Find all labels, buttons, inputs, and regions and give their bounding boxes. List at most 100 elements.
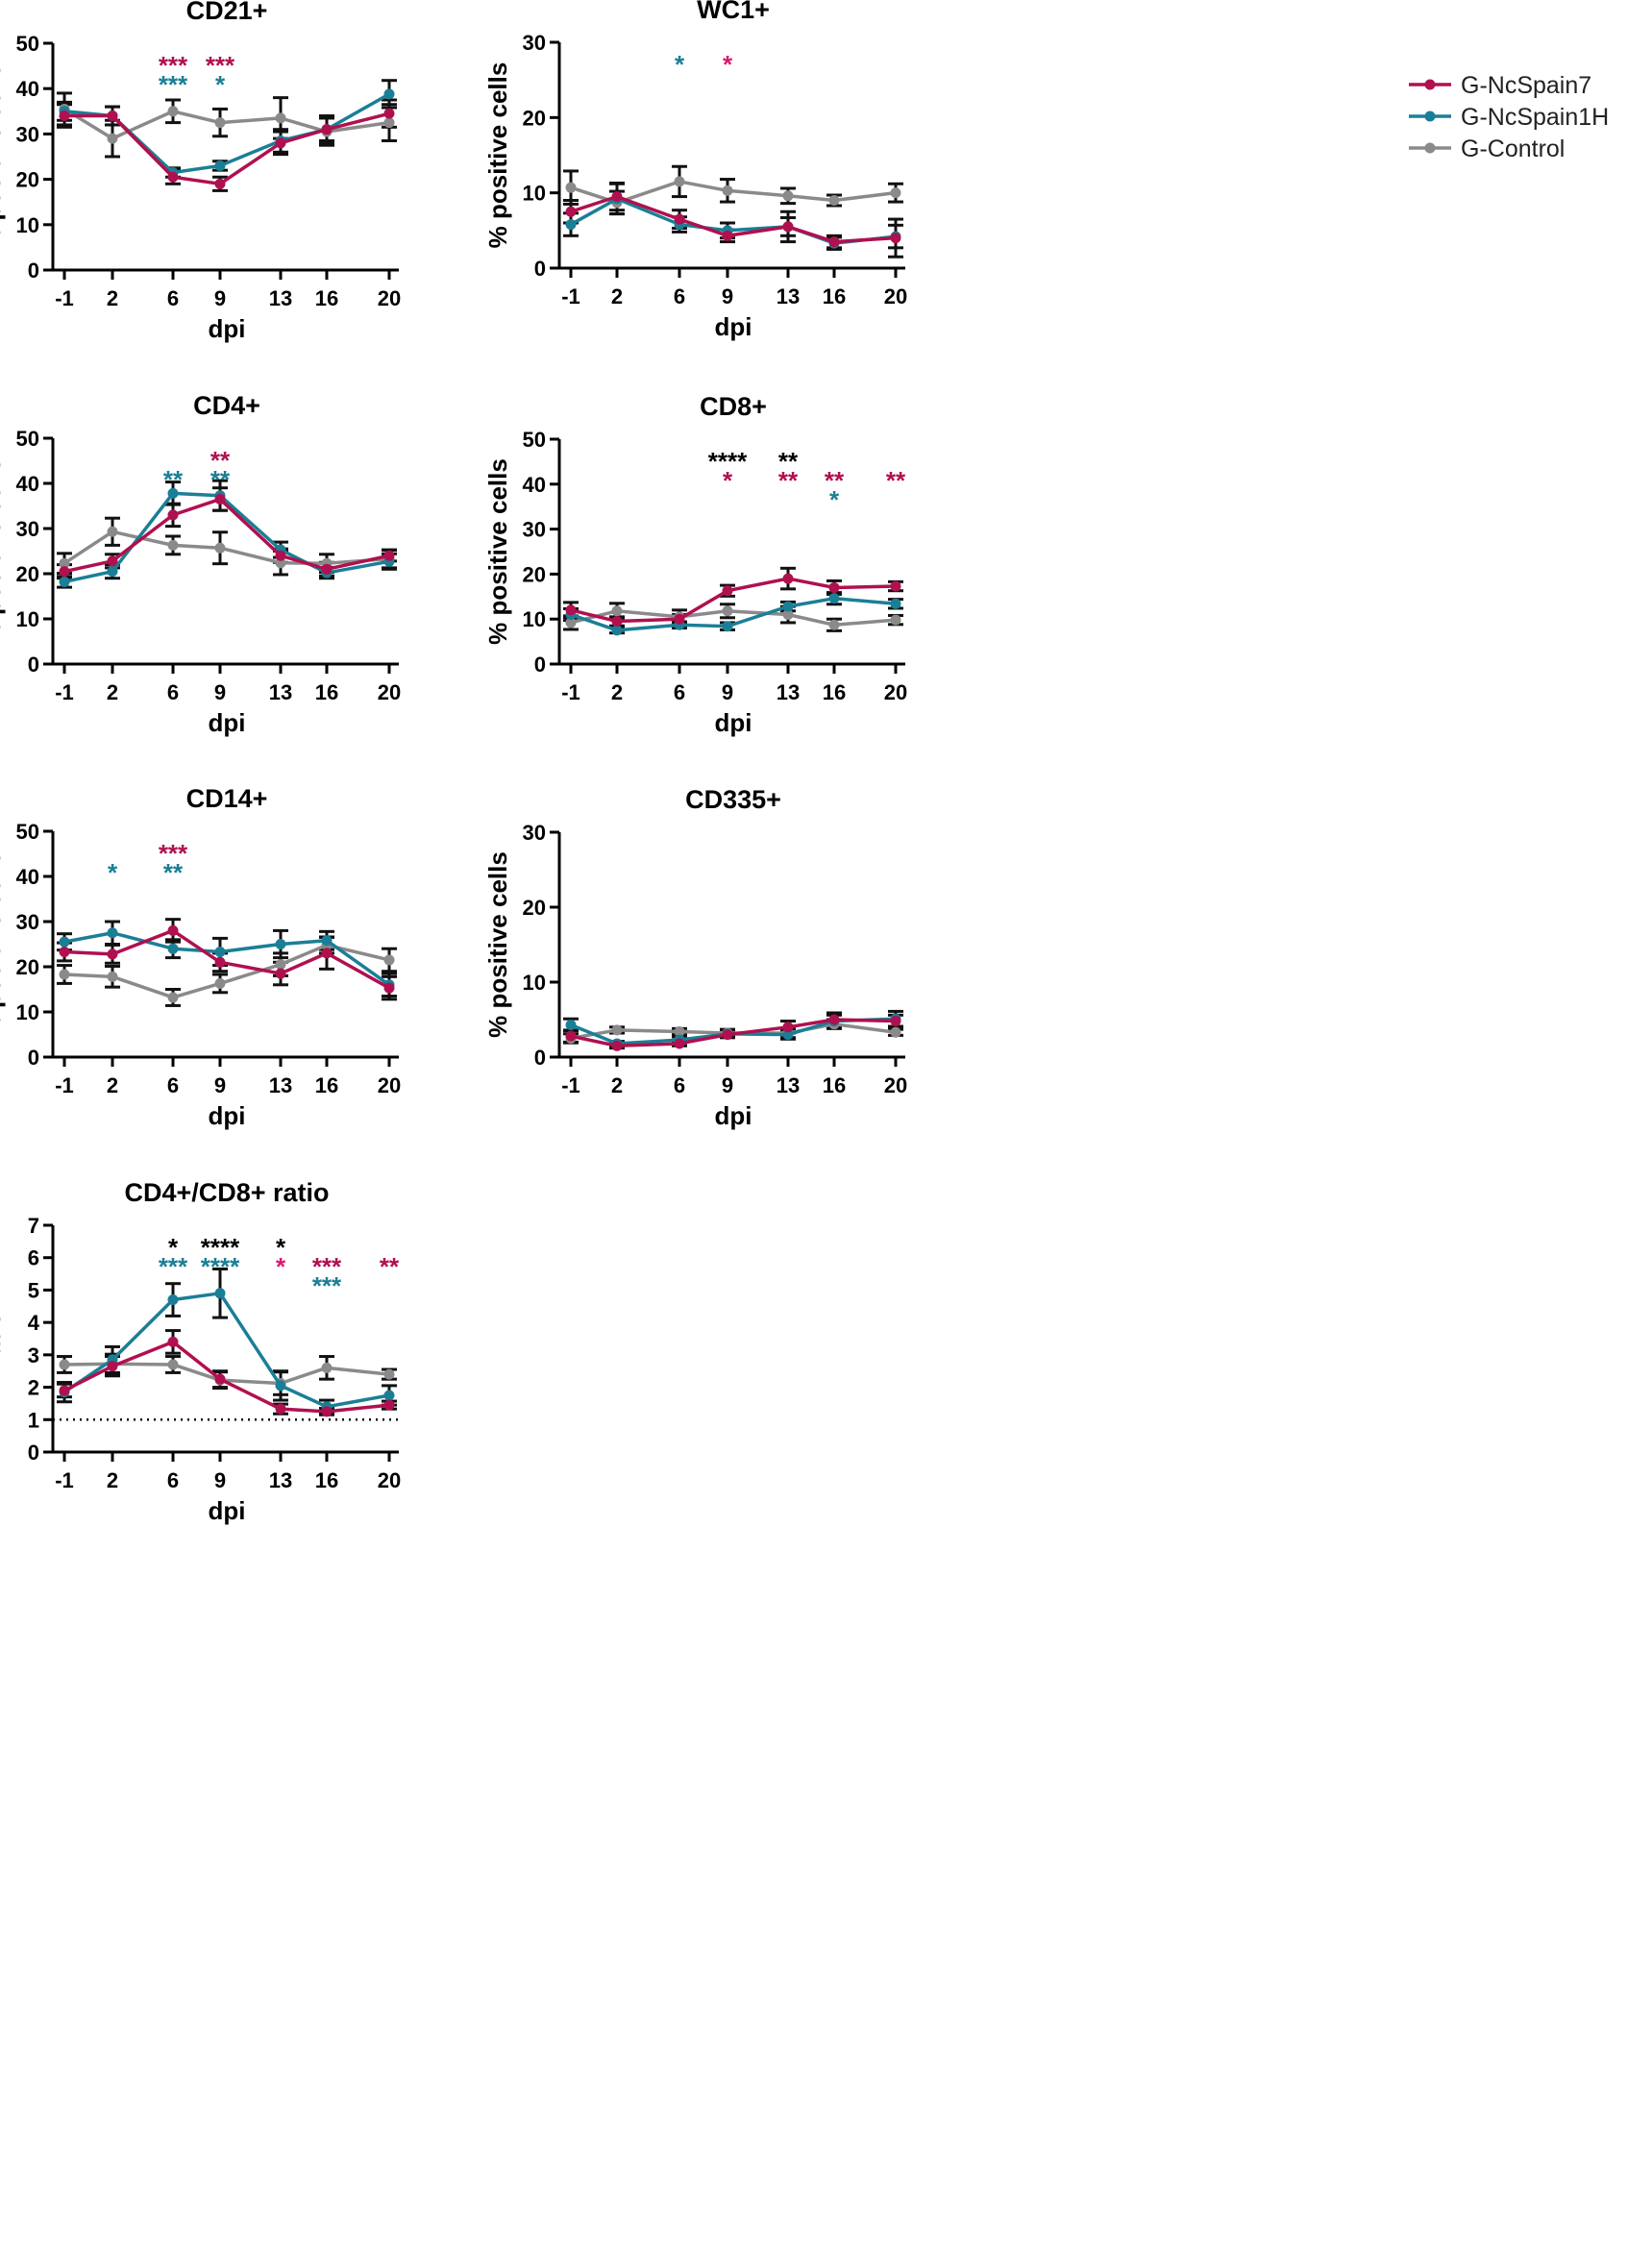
significance-marker: * xyxy=(829,485,840,514)
y-tick-label: 30 xyxy=(16,910,39,934)
data-point xyxy=(275,1380,286,1392)
chart-title: WC1+ xyxy=(697,0,770,24)
chart-cd4-cd8-ratio: CD4+/CD8+ ratio 0 1 2 3 4 5 6 7 ratio -1 2 6 9 13 16 20 d… xyxy=(0,1178,401,1525)
data-point xyxy=(383,982,395,994)
data-point xyxy=(321,563,333,575)
data-point xyxy=(107,133,118,144)
data-point xyxy=(383,88,395,100)
data-point xyxy=(782,601,794,612)
x-tick-label: 9 xyxy=(214,1468,226,1492)
x-tick-label: 6 xyxy=(167,680,179,704)
data-point xyxy=(890,1026,901,1038)
data-point xyxy=(890,598,901,609)
data-point xyxy=(214,946,226,957)
data-point xyxy=(828,236,840,248)
y-axis-label: % positive cells xyxy=(483,62,512,249)
x-tick-label: 6 xyxy=(167,1073,179,1097)
data-point xyxy=(782,609,794,621)
data-point xyxy=(611,605,623,617)
data-point xyxy=(383,1368,395,1380)
y-tick-label: 20 xyxy=(16,955,39,979)
data-point xyxy=(107,566,118,578)
data-point xyxy=(275,137,286,149)
data-point xyxy=(782,573,794,584)
y-axis-label: % positive cells xyxy=(0,63,6,250)
data-point xyxy=(890,187,901,199)
chart-title: CD4+ xyxy=(193,391,260,420)
series-g-ncspain1h xyxy=(59,1288,395,1413)
data-point xyxy=(275,112,286,124)
y-axis-label: % positive cells xyxy=(483,458,512,645)
y-tick-label: 10 xyxy=(16,607,39,631)
data-point xyxy=(214,493,226,505)
x-tick-label: -1 xyxy=(55,1468,74,1492)
data-point xyxy=(59,111,70,122)
data-point xyxy=(611,625,623,636)
x-axis-label: dpi xyxy=(209,708,246,737)
chart-title: CD8+ xyxy=(700,392,767,421)
data-point xyxy=(828,593,840,604)
significance-marker: **** xyxy=(708,447,748,476)
x-tick-label: 6 xyxy=(674,284,685,308)
significance-marker: *** xyxy=(159,70,188,99)
x-tick-label: 20 xyxy=(884,1073,907,1097)
x-tick-label: -1 xyxy=(561,1073,580,1097)
data-point xyxy=(674,213,685,225)
x-axis-label: dpi xyxy=(715,708,752,737)
series-g-ncspain7 xyxy=(565,1014,901,1051)
data-point xyxy=(782,1029,794,1041)
significance-marker: *** xyxy=(206,51,235,80)
y-tick-label: 30 xyxy=(523,518,546,542)
data-point xyxy=(107,555,118,567)
y-tick-label: 6 xyxy=(28,1246,39,1270)
data-point xyxy=(214,956,226,968)
x-tick-label: 20 xyxy=(884,284,907,308)
y-tick-label: 0 xyxy=(28,259,39,283)
significance-marker: ** xyxy=(778,447,799,476)
x-tick-label: 13 xyxy=(269,286,292,310)
y-tick-label: 30 xyxy=(16,517,39,541)
data-point xyxy=(383,108,395,119)
x-tick-label: 2 xyxy=(611,284,623,308)
significance-marker: *** xyxy=(312,1271,342,1300)
x-axis-label: dpi xyxy=(209,1101,246,1130)
significance-marker: ** xyxy=(210,446,231,475)
series-g-ncspain7 xyxy=(565,573,901,628)
y-tick-label: 20 xyxy=(16,562,39,586)
x-tick-label: -1 xyxy=(561,680,580,704)
x-tick-label: 16 xyxy=(315,680,338,704)
significance-marker: ** xyxy=(163,858,184,887)
data-point xyxy=(275,968,286,979)
significance-marker: **** xyxy=(201,1252,240,1281)
data-point xyxy=(107,1361,118,1372)
y-tick-label: 0 xyxy=(534,257,546,281)
significance-marker: * xyxy=(276,1252,286,1281)
significance-marker: ** xyxy=(778,466,799,495)
y-tick-label: 0 xyxy=(28,1441,39,1465)
series-g-ncspain7 xyxy=(59,108,395,189)
significance-marker: * xyxy=(108,858,118,887)
data-point xyxy=(214,160,226,171)
data-point xyxy=(383,1390,395,1401)
data-point xyxy=(828,619,840,630)
data-point xyxy=(565,1030,577,1042)
data-point xyxy=(59,557,70,569)
x-tick-label: 13 xyxy=(777,680,800,704)
data-point xyxy=(890,580,901,592)
y-tick-label: 30 xyxy=(523,821,546,845)
data-point xyxy=(565,206,577,217)
data-point xyxy=(214,1373,226,1385)
y-tick-label: 50 xyxy=(16,427,39,451)
data-point xyxy=(59,566,70,578)
y-tick-label: 20 xyxy=(523,896,546,920)
data-point xyxy=(214,977,226,989)
data-point xyxy=(828,581,840,593)
x-tick-label: 13 xyxy=(777,284,800,308)
data-point xyxy=(782,1022,794,1033)
data-point xyxy=(565,219,577,231)
y-tick-label: 0 xyxy=(534,1046,546,1070)
data-point xyxy=(383,550,395,561)
legend-label: G-NcSpain1H xyxy=(1461,104,1609,131)
